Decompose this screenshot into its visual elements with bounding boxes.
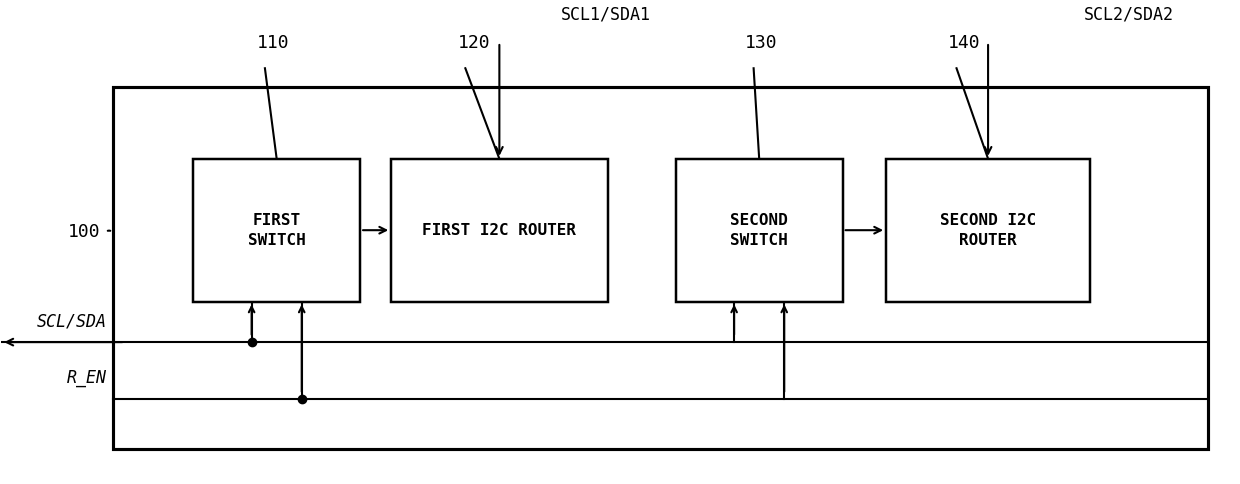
Text: 100: 100 [68,223,100,241]
Bar [193,159,360,302]
Bar [887,159,1090,302]
Text: 120: 120 [458,33,490,52]
Bar [391,159,608,302]
Text: SECOND I2C
ROUTER: SECOND I2C ROUTER [940,213,1037,248]
Text: FIRST I2C ROUTER: FIRST I2C ROUTER [423,223,577,238]
Text: 140: 140 [947,33,981,52]
Text: SCL/SDA: SCL/SDA [36,312,107,330]
Text: SCL2/SDA2: SCL2/SDA2 [1084,5,1174,23]
Text: SECOND
SWITCH: SECOND SWITCH [730,213,789,248]
Bar [113,87,1208,449]
Text: FIRST
SWITCH: FIRST SWITCH [248,213,305,248]
Text: 110: 110 [257,33,290,52]
Bar [676,159,843,302]
Text: 130: 130 [745,33,777,52]
Text: SCL1/SDA1: SCL1/SDA1 [560,5,651,23]
Text: R_EN: R_EN [67,369,107,387]
